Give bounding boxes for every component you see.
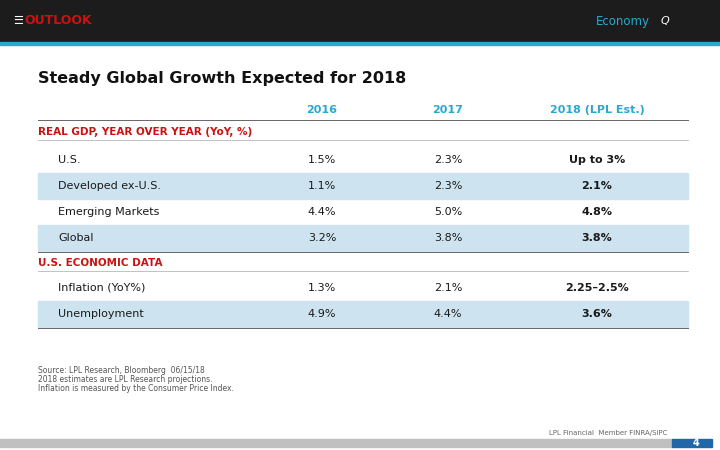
Text: 2.25–2.5%: 2.25–2.5%: [565, 283, 629, 293]
Text: Q: Q: [661, 16, 670, 26]
Text: 4.8%: 4.8%: [582, 207, 613, 217]
Text: U.S. ECONOMIC DATA: U.S. ECONOMIC DATA: [38, 258, 163, 268]
Bar: [0, 0, 720, 42]
Text: Up to 3%: Up to 3%: [569, 155, 625, 165]
Text: 2016: 2016: [307, 105, 338, 115]
Text: Developed ex-U.S.: Developed ex-U.S.: [58, 181, 161, 191]
Text: 4.4%: 4.4%: [433, 309, 462, 319]
Bar: [38, 225, 688, 251]
Text: 3.8%: 3.8%: [434, 233, 462, 243]
Text: Source: LPL Research, Bloomberg  06/15/18: Source: LPL Research, Bloomberg 06/15/18: [38, 366, 204, 375]
Text: 4.9%: 4.9%: [307, 309, 336, 319]
Text: 2017: 2017: [433, 105, 464, 115]
Text: 2.1%: 2.1%: [434, 283, 462, 293]
Text: 5.0%: 5.0%: [434, 207, 462, 217]
Text: Steady Global Growth Expected for 2018: Steady Global Growth Expected for 2018: [38, 71, 406, 86]
Text: 2.3%: 2.3%: [434, 155, 462, 165]
Text: 3.8%: 3.8%: [582, 233, 613, 243]
Text: Emerging Markets: Emerging Markets: [58, 207, 159, 217]
Text: 3.6%: 3.6%: [582, 309, 613, 319]
Text: OUTLOOK: OUTLOOK: [24, 14, 92, 27]
Text: ☰: ☰: [13, 16, 23, 26]
Text: REAL GDP, YEAR OVER YEAR (YoY, %): REAL GDP, YEAR OVER YEAR (YoY, %): [38, 127, 252, 137]
Bar: [672, 439, 712, 447]
Text: U.S.: U.S.: [58, 155, 81, 165]
Text: LPL Financial  Member FINRA/SIPC: LPL Financial Member FINRA/SIPC: [549, 430, 667, 436]
Text: 2.1%: 2.1%: [582, 181, 613, 191]
Bar: [38, 173, 688, 199]
Text: Unemployment: Unemployment: [58, 309, 144, 319]
Bar: [38, 301, 688, 327]
Text: 4.4%: 4.4%: [307, 207, 336, 217]
Text: 3.2%: 3.2%: [308, 233, 336, 243]
Text: 1.3%: 1.3%: [308, 283, 336, 293]
Text: 1.1%: 1.1%: [308, 181, 336, 191]
Text: 2018 (LPL Est.): 2018 (LPL Est.): [549, 105, 644, 115]
Text: 2018 estimates are LPL Research projections.: 2018 estimates are LPL Research projecti…: [38, 375, 212, 384]
Text: Inflation (YoY%): Inflation (YoY%): [58, 283, 145, 293]
Text: 2.3%: 2.3%: [434, 181, 462, 191]
Bar: [0, 439, 672, 447]
Text: Economy: Economy: [596, 14, 650, 27]
Text: 4: 4: [693, 438, 699, 448]
Text: Inflation is measured by the Consumer Price Index.: Inflation is measured by the Consumer Pr…: [38, 384, 234, 393]
Text: Global: Global: [58, 233, 94, 243]
Bar: [0, 42, 720, 45]
Text: 1.5%: 1.5%: [308, 155, 336, 165]
